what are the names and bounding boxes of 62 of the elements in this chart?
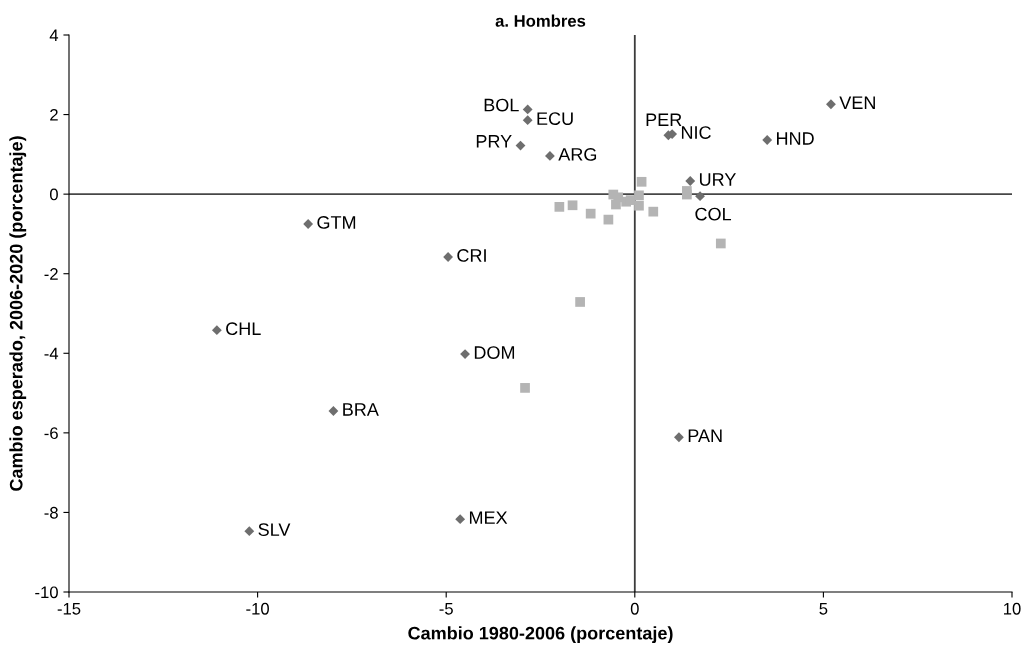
point (648, 206, 659, 217)
annotation: COL (695, 207, 732, 221)
annotation: HND (777, 132, 814, 145)
point (611, 199, 621, 210)
y-tick-label: -4 (44, 347, 59, 360)
annotation: BRA (343, 403, 379, 416)
y-tick-label: -6 (44, 427, 58, 440)
y-tick-label: 0 (49, 188, 58, 201)
annotation: URY (699, 173, 736, 186)
point (674, 432, 684, 443)
annotation: PAN (688, 429, 722, 442)
point (522, 115, 533, 126)
x-tick-label: 10 (1004, 602, 1021, 615)
point (211, 325, 222, 336)
annotation: PRY (476, 135, 512, 148)
annotation: PER (646, 113, 682, 126)
point (634, 190, 644, 201)
x-tick-label: -15 (57, 603, 81, 615)
annotation: ARG (558, 148, 597, 161)
annotation: CRI (457, 249, 486, 262)
point (328, 406, 339, 416)
point (681, 189, 692, 200)
annotation: ECU (537, 112, 573, 125)
annotation: NIC (681, 126, 711, 139)
annotation: SLV (258, 523, 291, 536)
point (567, 200, 578, 211)
point (554, 202, 565, 212)
point (585, 208, 596, 219)
annotation: CHL (226, 322, 261, 336)
annotation: DOM (474, 346, 515, 359)
annotation: MEX (469, 511, 508, 524)
point (545, 151, 555, 161)
chart-title: a. Hombres (495, 14, 586, 27)
annotation: GTM (317, 216, 356, 229)
point (826, 99, 836, 110)
y-tick-label: 4 (49, 29, 59, 42)
point (695, 191, 705, 202)
annotation: BOL (484, 98, 519, 112)
point (715, 238, 726, 249)
point (244, 526, 255, 537)
x-tick-label: 5 (819, 603, 828, 615)
point (685, 176, 696, 186)
point (522, 104, 533, 115)
y-tick-label: -8 (44, 506, 58, 519)
annotation: VEN (839, 96, 875, 109)
y-axis-title: Cambio esperado, 2006-2020 (porcentaje) (9, 136, 27, 491)
point (455, 514, 466, 525)
point (515, 140, 526, 151)
point (303, 219, 314, 229)
point (460, 349, 470, 359)
y-tick-label: -10 (35, 586, 58, 599)
point (636, 176, 647, 187)
y-tick-label: -2 (44, 268, 58, 280)
y-tick-label: 2 (50, 108, 58, 121)
x-tick-label: -5 (439, 603, 453, 615)
x-axis-title: Cambio 1980-2006 (porcentaje) (408, 626, 673, 644)
point (520, 383, 530, 393)
x-tick-label: 0 (630, 602, 639, 615)
point (575, 297, 585, 307)
point (762, 135, 773, 145)
point (634, 200, 644, 211)
x-tick-label: -10 (246, 602, 269, 615)
